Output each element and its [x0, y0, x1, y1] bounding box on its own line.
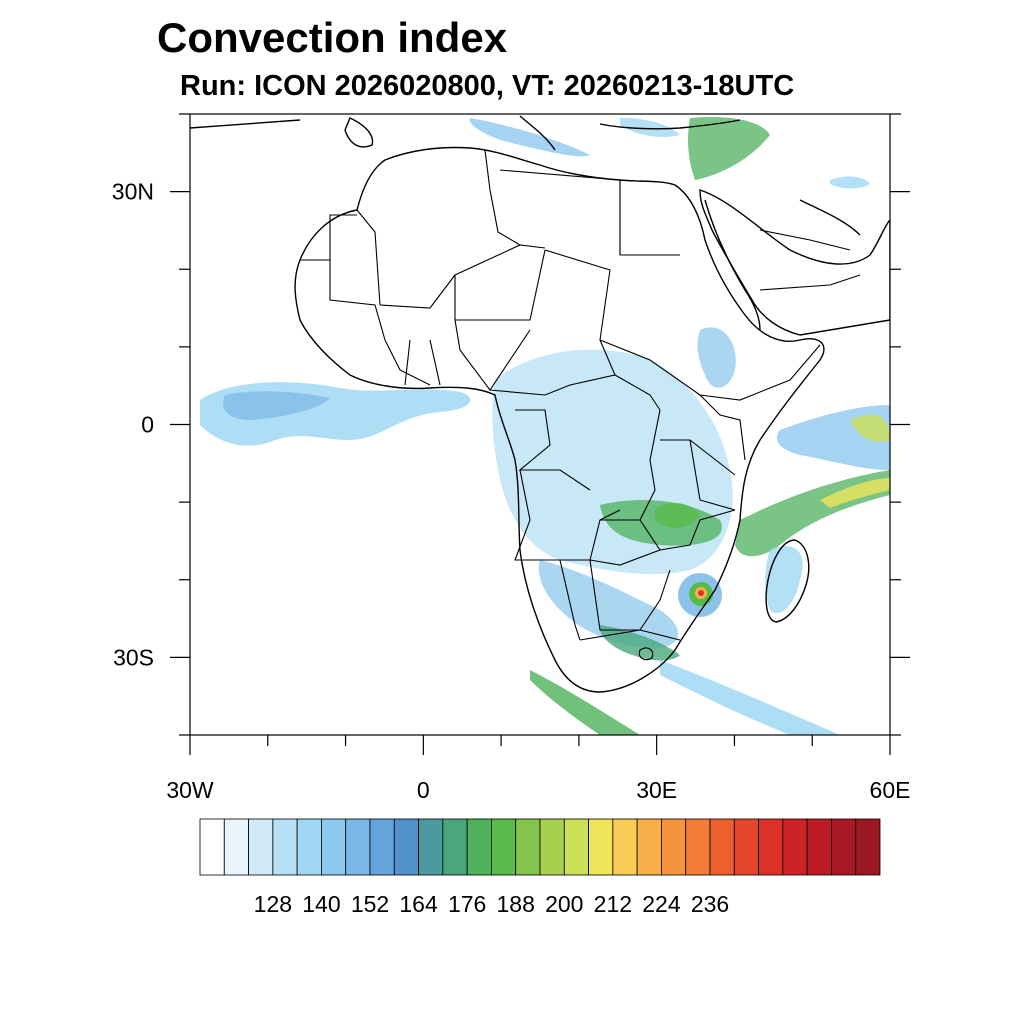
colorbar-swatch — [491, 818, 517, 876]
colorbar-swatch — [515, 818, 541, 876]
lat-tick-label: 0 — [141, 412, 154, 438]
colorbar-swatch — [393, 818, 419, 876]
coastline-red-sea — [704, 199, 761, 331]
coastline-mediterranean-north — [190, 119, 741, 130]
coastline-italy — [519, 115, 556, 151]
colorbar-swatch — [612, 818, 638, 876]
border-lesotho — [638, 647, 654, 661]
coastline-madagascar — [765, 539, 810, 623]
border-drc-east — [639, 409, 661, 521]
colorbar: 128 140 152 164 176 188 200 212 224 236 — [199, 818, 881, 917]
colorbar-swatch — [855, 818, 881, 876]
colorbar-swatch — [563, 818, 589, 876]
colorbar-label: 164 — [399, 891, 438, 917]
colorbar-label: 212 — [594, 891, 632, 917]
border-central-africa — [489, 374, 661, 411]
field-area-levant — [687, 116, 770, 180]
field-area-ethiopia — [697, 327, 736, 388]
colorbar-swatch — [296, 818, 322, 876]
colorbar-swatch — [636, 818, 662, 876]
axis-ticks: 30N 0 30S 30W 0 30E 60E — [112, 113, 911, 803]
colorbar-label: 128 — [254, 891, 292, 917]
colorbar-label: 188 — [497, 891, 535, 917]
colorbar-swatch — [248, 818, 274, 876]
colorbar-swatch — [418, 818, 444, 876]
colorbar-swatch — [369, 818, 395, 876]
field-area-madagascar — [765, 545, 803, 614]
lon-tick-label: 60E — [870, 777, 911, 803]
border-west-africa — [384, 339, 441, 386]
colorbar-swatch — [345, 818, 371, 876]
country-borders — [300, 149, 861, 661]
colorbar-swatch — [466, 818, 492, 876]
border-morocco-algeria — [356, 209, 381, 306]
coastline-persian-gulf — [799, 199, 861, 236]
field-area-indian-ocean-core — [850, 414, 890, 442]
border-chad-sudan — [544, 249, 616, 376]
border-sahel-north — [379, 244, 546, 309]
border-niger-chad — [454, 249, 546, 321]
border-algeria-libya — [484, 149, 521, 246]
convection-field — [200, 116, 890, 735]
border-west-sahara — [300, 214, 357, 261]
field-area-southern-africa — [538, 560, 679, 649]
colorbar-swatch — [272, 818, 298, 876]
colorbar-label: 152 — [351, 891, 389, 917]
colorbar-swatch — [588, 818, 614, 876]
colorbar-swatch — [199, 818, 225, 876]
coastline-iberia — [344, 117, 374, 148]
colorbar-swatch — [733, 818, 759, 876]
colorbar-label: 176 — [448, 891, 486, 917]
border-nigeria — [454, 319, 531, 391]
border-mauritania-mali — [329, 260, 386, 341]
border-libya-sudan — [499, 169, 680, 256]
chart-subtitle: Run: ICON 2026020800, VT: 20260213-18UTC — [180, 70, 795, 102]
colorbar-label: 200 — [545, 891, 583, 917]
field-area-atlantic-itcz-core — [222, 391, 330, 420]
colorbar-label: 140 — [302, 891, 340, 917]
border-mozambique — [659, 509, 736, 551]
border-ethiopia — [699, 344, 821, 401]
colorbar-swatch — [223, 818, 249, 876]
lon-tick-label: 0 — [417, 777, 430, 803]
border-arabia-interior — [759, 229, 861, 291]
chart-title: Convection index — [157, 14, 508, 61]
colorbar-label: 224 — [642, 891, 681, 917]
coastlines — [190, 115, 890, 693]
border-angola — [514, 469, 621, 561]
field-area-southern-ocean-band — [660, 660, 840, 735]
coastline-arabia — [699, 189, 890, 336]
field-area-malawi — [655, 503, 700, 528]
colorbar-swatch — [321, 818, 347, 876]
border-namibia — [559, 559, 581, 641]
lon-tick-label: 30W — [166, 777, 214, 803]
border-congo — [515, 409, 591, 491]
colorbar-swatch — [442, 818, 468, 876]
colorbar-swatch — [806, 818, 832, 876]
colorbar-swatch — [661, 818, 687, 876]
colorbar-swatch — [758, 818, 784, 876]
lat-tick-label: 30N — [112, 179, 154, 205]
lon-tick-label: 30E — [636, 777, 677, 803]
border-sudan-south — [599, 339, 701, 396]
colorbar-swatch — [782, 818, 808, 876]
field-area-indian-ocean-south-core — [820, 478, 890, 508]
field-area-aegean — [620, 118, 680, 137]
field-area-persia — [830, 176, 870, 189]
colorbar-swatch — [539, 818, 565, 876]
border-south-africa — [579, 629, 681, 641]
colorbar-swatch — [685, 818, 711, 876]
border-east-africa — [699, 394, 746, 461]
border-tanzania — [660, 439, 736, 511]
colorbar-swatch — [831, 818, 857, 876]
field-area-mediterranean — [469, 118, 590, 157]
field-area-south-atlantic-front — [530, 670, 640, 735]
colorbar-label: 236 — [691, 891, 729, 917]
lat-tick-label: 30S — [113, 644, 154, 670]
colorbar-swatch — [709, 818, 735, 876]
field-area-mozambique-core — [698, 590, 704, 596]
